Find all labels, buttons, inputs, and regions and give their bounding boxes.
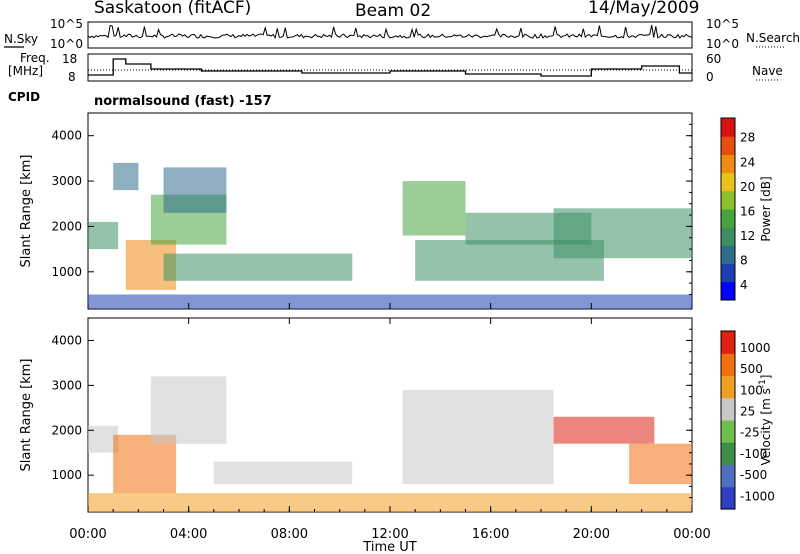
panel-power-echo-region-9 [553, 208, 692, 259]
panel-velocity-colorbar-swatch-3 [721, 420, 735, 443]
x-tick-label-2: 08:00 [271, 527, 308, 542]
panel-velocity-ytick-label-3: 1000 [51, 468, 82, 482]
x-tick-label-3: 12:00 [371, 527, 408, 542]
freq-label-1: Freq. [20, 51, 50, 65]
noise-right-tick-top: 10^5 [706, 17, 739, 31]
panel-power-colorbar-swatch-7 [721, 154, 735, 174]
noise-search-label: N.Search [746, 31, 800, 45]
freq-line [88, 58, 692, 77]
panel-power-colorbar-tick-5: 8 [740, 254, 748, 268]
x-tick-label-0: 00:00 [69, 527, 106, 542]
noise-left-tick-top: 10^5 [50, 17, 83, 31]
panel-velocity-colorbar-frame [720, 330, 736, 510]
panel-velocity-ytick-label-1: 3000 [51, 378, 82, 392]
x-tick-label-6: 00:00 [673, 527, 710, 542]
panel-power-ylabel: Slant Range [km] [19, 155, 34, 268]
panel-power-colorbar-swatch-2 [721, 245, 735, 265]
panel-power-colorbar-tick-0: 28 [740, 131, 755, 145]
panel-power-echo-region-1 [113, 162, 139, 191]
panel-power-echo-region-5 [163, 253, 353, 281]
panel-power-colorbar-tick-2: 20 [740, 180, 755, 194]
panel-velocity-colorbar-swatch-1 [721, 464, 735, 488]
panel-velocity-colorbar-label: Velocity [m s-1] [758, 375, 773, 466]
panel-power-colorbar-tick-6: 4 [740, 278, 748, 292]
panel-velocity-colorbar-tick-2: 100 [740, 383, 763, 397]
x-tick-label-1: 04:00 [170, 527, 207, 542]
panel-velocity-colorbar-tick-3: 25 [740, 405, 755, 419]
beam-title: Beam 02 [355, 1, 432, 21]
panel-velocity-colorbar-swatch-7 [721, 331, 735, 354]
noise-panel-frame [87, 21, 693, 49]
panel-velocity-colorbar-swatch-4 [721, 397, 735, 421]
panel-power-colorbar-frame [720, 117, 736, 301]
station-title: Saskatoon (fitACF) [94, 0, 252, 18]
noise-sky-label: N.Sky [4, 32, 39, 46]
panel-power-colorbar-tick-3: 16 [740, 204, 755, 218]
panel-velocity-colorbar-tick-1: 500 [740, 362, 763, 376]
panel-velocity-colorbar-tick-7: -1000 [740, 489, 775, 503]
panel-velocity-colorbar-tick-6: -500 [740, 468, 767, 482]
cpid-label: CPID [8, 90, 41, 104]
panel-power-colorbar-swatch-1 [721, 263, 735, 283]
cpid-value: normalsound (fast) -157 [94, 94, 272, 109]
panel-power-ytick-label-1: 3000 [51, 174, 82, 188]
panel-power-ytick-label-0: 4000 [51, 129, 82, 143]
freq-right-tick-bottom: 0 [706, 70, 714, 84]
panel-power-colorbar-swatch-8 [721, 136, 735, 155]
freq-left-tick-top: 18 [62, 52, 78, 66]
noise-right-tick-bottom: 10^0 [706, 37, 739, 51]
panel-power-colorbar-swatch-5 [721, 190, 735, 210]
panel-velocity-ylabel: Slant Range [km] [19, 359, 34, 472]
panel-power-colorbar-label: Power [dB] [759, 176, 773, 241]
panel-power-ytick-label-2: 2000 [51, 219, 82, 233]
freq-right-tick-top: 60 [706, 52, 722, 66]
panel-velocity-ytick-label-0: 4000 [51, 333, 82, 347]
panel-velocity-echo-region-6 [629, 443, 692, 485]
panel-velocity-echo-region-4 [402, 389, 554, 485]
panel-velocity-colorbar-swatch-5 [721, 375, 735, 399]
panel-velocity-colorbar-swatch-0 [721, 486, 735, 510]
panel-power-echo-region-6 [402, 181, 466, 236]
noise-left-tick-bottom: 10^0 [50, 37, 83, 51]
panel-velocity-echo-region-7 [88, 493, 692, 512]
panel-velocity-echo-region-2 [150, 376, 227, 444]
panel-power-colorbar-swatch-0 [721, 281, 735, 301]
x-axis-label: Time UT [362, 540, 416, 554]
panel-velocity-echo-region-1 [113, 434, 177, 494]
nave-label: Nave [752, 64, 783, 78]
panel-power-colorbar-tick-1: 24 [740, 155, 755, 169]
panel-power-ytick-label-3: 1000 [51, 265, 82, 279]
panel-power-echo-region-4 [163, 167, 227, 213]
panel-power-colorbar-swatch-6 [721, 172, 735, 192]
panel-velocity-colorbar-swatch-2 [721, 442, 735, 466]
freq-label-2: [MHz] [8, 64, 44, 78]
x-tick-label-5: 20:00 [573, 527, 610, 542]
panel-velocity-ytick-label-2: 2000 [51, 423, 82, 437]
panel-power-colorbar-swatch-4 [721, 209, 735, 228]
x-tick-label-4: 16:00 [472, 527, 509, 542]
panel-velocity-colorbar-tick-4: -25 [740, 426, 760, 440]
panel-power-colorbar-swatch-3 [721, 227, 735, 246]
panel-velocity-echo-region-3 [213, 461, 353, 485]
panel-velocity-colorbar-swatch-6 [721, 353, 735, 377]
panel-power-colorbar-swatch-9 [721, 118, 735, 137]
panel-velocity-echo-region-5 [553, 416, 655, 444]
date-title: 14/May/2009 [588, 0, 700, 18]
panel-velocity-colorbar-tick-0: 1000 [740, 341, 771, 355]
noise-sky-line [87, 24, 693, 40]
freq-panel-frame [87, 53, 693, 82]
panel-power-echo-region-10 [88, 294, 692, 309]
freq-left-tick-bottom: 8 [68, 70, 76, 84]
panel-power-colorbar-tick-4: 12 [740, 229, 755, 243]
panel-velocity-colorbar-tick-5: -100 [740, 447, 767, 461]
